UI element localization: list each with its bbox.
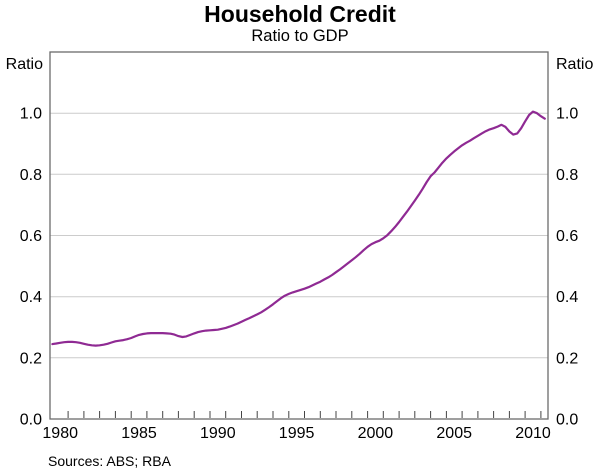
- y-tick-label-left: 1.0: [20, 106, 42, 123]
- x-tick-label: 1985: [121, 425, 157, 442]
- y-axis-unit-label-left: Ratio: [5, 56, 43, 73]
- x-tick-label: 1990: [200, 425, 236, 442]
- y-tick-label-left: 0.4: [20, 289, 42, 306]
- y-axis-unit-label-right: Ratio: [556, 56, 594, 73]
- y-tick-label-right: 0.2: [556, 350, 578, 367]
- y-tick-label-left: 0.2: [20, 350, 42, 367]
- x-tick-label: 1980: [42, 425, 78, 442]
- y-tick-label-right: 0.0: [556, 412, 578, 429]
- y-tick-label-left: 0.8: [20, 167, 42, 184]
- plot-frame: [49, 51, 549, 420]
- y-tick-label-left: 0.6: [20, 228, 42, 245]
- y-tick-label-right: 0.4: [556, 289, 578, 306]
- x-tick-label: 2000: [358, 425, 394, 442]
- y-tick-label-right: 0.8: [556, 167, 578, 184]
- credit-line: [51, 110, 546, 347]
- chart-title: Household Credit: [204, 1, 396, 27]
- chart-subtitle: Ratio to GDP: [251, 27, 349, 45]
- y-tick-label-right: 0.6: [556, 228, 578, 245]
- y-tick-label-right: 1.0: [556, 106, 578, 123]
- y-tick-label-left: 0.0: [20, 412, 42, 429]
- source-note: Sources: ABS; RBA: [48, 453, 171, 469]
- x-tick-label: 1995: [279, 425, 315, 442]
- x-tick-label: 2010: [515, 425, 551, 442]
- x-tick-label: 2005: [436, 425, 472, 442]
